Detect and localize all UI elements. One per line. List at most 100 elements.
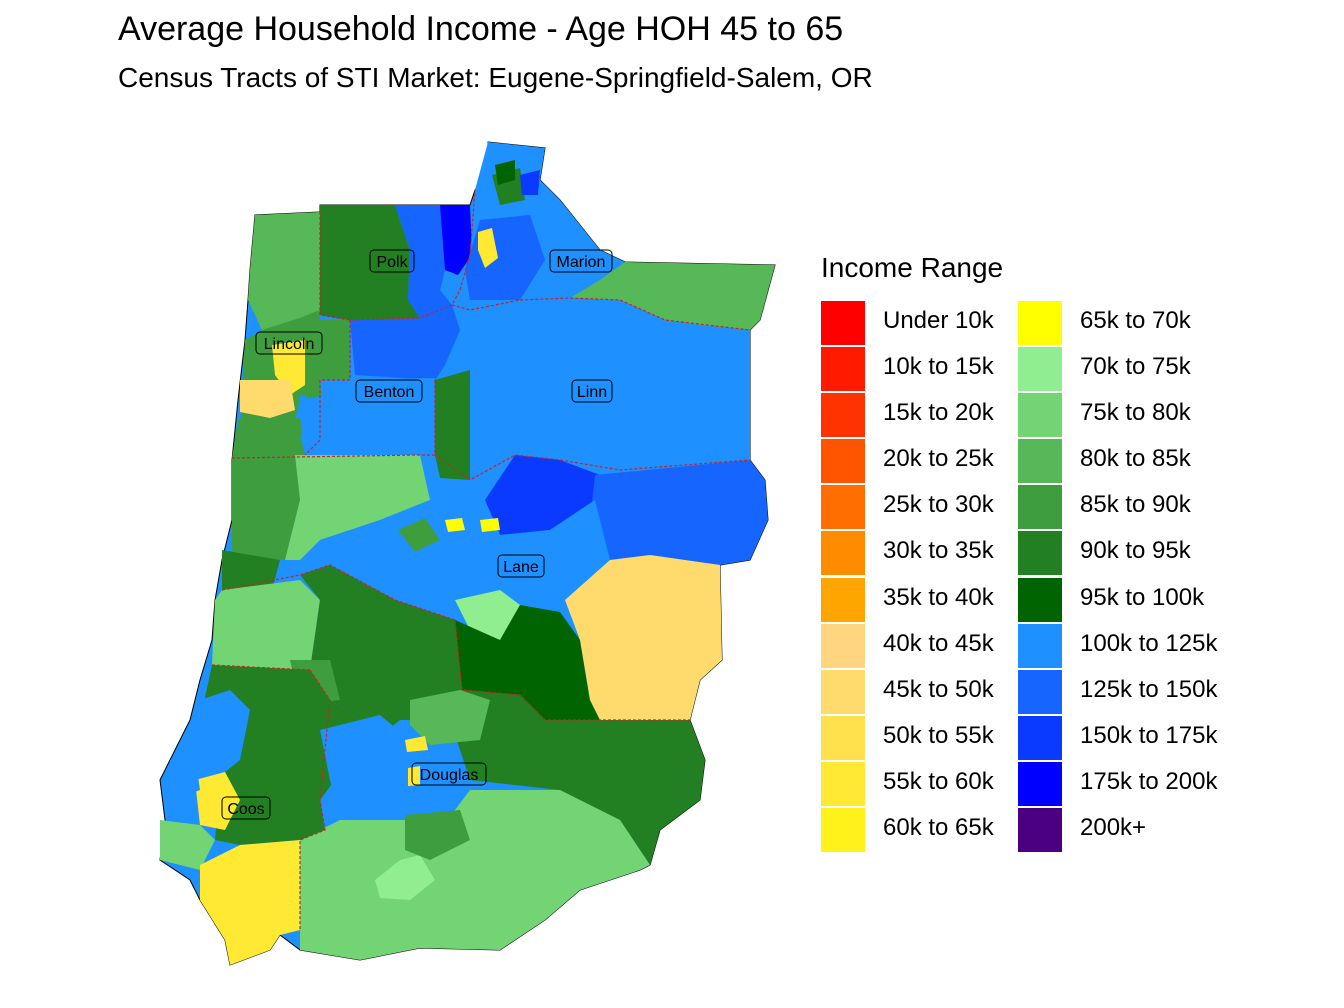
legend-label: 150k to 175k — [1080, 721, 1218, 749]
legend-swatch — [1018, 808, 1062, 853]
county-label-benton: Benton — [355, 379, 423, 403]
county-borders — [211, 189, 751, 930]
legend-swatch — [821, 531, 865, 576]
region-coos-south — [200, 840, 300, 965]
legend-label: 15k to 20k — [883, 399, 994, 427]
county-label-douglas: Douglas — [411, 762, 487, 786]
county-label-polk: Polk — [369, 249, 415, 273]
legend-title: Income Range — [821, 252, 1004, 283]
legend-label: 90k to 95k — [1080, 537, 1191, 565]
legend-label: 75k to 80k — [1080, 399, 1191, 427]
legend-label: 175k to 200k — [1080, 767, 1218, 795]
svg-text:Lincoln: Lincoln — [264, 336, 315, 353]
county-label-coos: Coos — [221, 796, 271, 820]
legend-swatch — [821, 669, 865, 714]
region-douglas-south-mid — [405, 810, 470, 860]
region-lane-city-yellow — [445, 518, 465, 532]
region-lane-se-sand — [565, 555, 722, 720]
region-douglas-yellow2 — [408, 766, 420, 786]
map-subtitle: Census Tracts of STI Market: Eugene-Spri… — [118, 62, 873, 93]
region-linn-east — [470, 298, 750, 480]
legend-label: 85k to 90k — [1080, 491, 1191, 519]
legend-label: 70k to 75k — [1080, 353, 1191, 381]
legend-label: Under 10k — [883, 307, 994, 334]
legend-swatch — [821, 623, 865, 668]
region-lane-city-green — [398, 518, 440, 552]
legend-label: 30k to 35k — [883, 537, 994, 565]
region-linn-150 — [485, 455, 600, 535]
legend-label: 95k to 100k — [1080, 583, 1205, 611]
region-lane-coast — [232, 455, 305, 560]
legend-label: 10k to 15k — [883, 353, 994, 381]
legend-label: 55k to 60k — [883, 767, 994, 795]
county-label-marion: Marion — [549, 249, 613, 273]
legend-swatch — [821, 808, 865, 853]
legend-label: 20k to 25k — [883, 445, 994, 473]
legend-swatch — [1018, 623, 1062, 668]
legend-swatch — [1018, 761, 1062, 806]
region-lane-city-yellow2 — [480, 518, 500, 532]
svg-text:Marion: Marion — [557, 254, 606, 271]
legend-swatch — [1018, 393, 1062, 438]
region-benton — [350, 305, 460, 380]
legend-label: 35k to 40k — [883, 583, 994, 611]
region-lincoln-north — [248, 212, 320, 330]
legend-label: 125k to 150k — [1080, 675, 1218, 703]
svg-text:Polk: Polk — [376, 254, 408, 271]
legend-swatch — [1018, 577, 1062, 622]
county-label-linn: Linn — [571, 379, 613, 403]
region-lincoln-blue — [300, 395, 325, 440]
region-marion-150b — [520, 170, 540, 195]
region-lane-east-125 — [590, 460, 768, 565]
region-benton-south — [300, 378, 435, 455]
region-lincoln-sand — [240, 380, 295, 418]
county-label-lane: Lane — [497, 554, 545, 578]
legend-label: 200k+ — [1080, 814, 1147, 842]
region-polk-175 — [440, 205, 472, 275]
legend-label: 100k to 125k — [1080, 629, 1218, 657]
legend-swatch — [1018, 715, 1062, 760]
legend-swatch — [1018, 347, 1062, 392]
legend-swatch — [821, 347, 865, 392]
legend-swatch — [821, 301, 865, 345]
legend-label: 40k to 45k — [883, 629, 994, 657]
region-douglas-blue2 — [405, 750, 470, 830]
region-coos-blue — [170, 755, 200, 800]
svg-text:Coos: Coos — [227, 801, 264, 818]
region-coos-coast — [160, 820, 215, 870]
svg-text:Linn: Linn — [577, 384, 607, 401]
region-lane-coast-dark — [222, 550, 280, 590]
legend-label: 50k to 55k — [883, 721, 994, 749]
legend-swatch — [1018, 669, 1062, 714]
region-douglas-yellow — [405, 736, 428, 752]
region-coos-yellow — [195, 772, 240, 830]
legend-swatch — [821, 761, 865, 806]
region-douglas-south-light — [375, 855, 435, 900]
region-douglas-blue — [320, 715, 420, 820]
legend-swatch — [1018, 301, 1062, 345]
region-douglas-north — [200, 665, 705, 865]
region-lane-light — [285, 455, 430, 560]
legend-label: 65k to 70k — [1080, 307, 1191, 334]
region-douglas-light — [410, 690, 490, 745]
region-marion-green-b — [495, 160, 515, 185]
legend-swatch — [821, 439, 865, 484]
region-lane-s-green — [300, 565, 462, 720]
legend-label: 25k to 30k — [883, 491, 994, 519]
legend-swatch — [821, 393, 865, 438]
region-lincoln-south — [232, 418, 305, 458]
legend-swatch — [821, 577, 865, 622]
region-marion-east — [570, 262, 775, 330]
legend-swatch — [821, 715, 865, 760]
legend-label: 45k to 50k — [883, 675, 994, 703]
region-douglas-coast — [195, 690, 250, 780]
legend-label: 60k to 65k — [883, 814, 994, 842]
svg-text:Douglas: Douglas — [420, 767, 479, 784]
region-lane-center — [320, 500, 610, 612]
county-labels: Polk Marion Lincoln Benton Linn Lane Dou… — [221, 249, 613, 820]
legend-swatch — [1018, 485, 1062, 530]
legend-label: 80k to 85k — [1080, 445, 1191, 473]
map-title: Average Household Income - Age HOH 45 to… — [118, 10, 844, 48]
region-douglas-south — [300, 790, 650, 960]
region-lane-sw — [212, 580, 320, 670]
